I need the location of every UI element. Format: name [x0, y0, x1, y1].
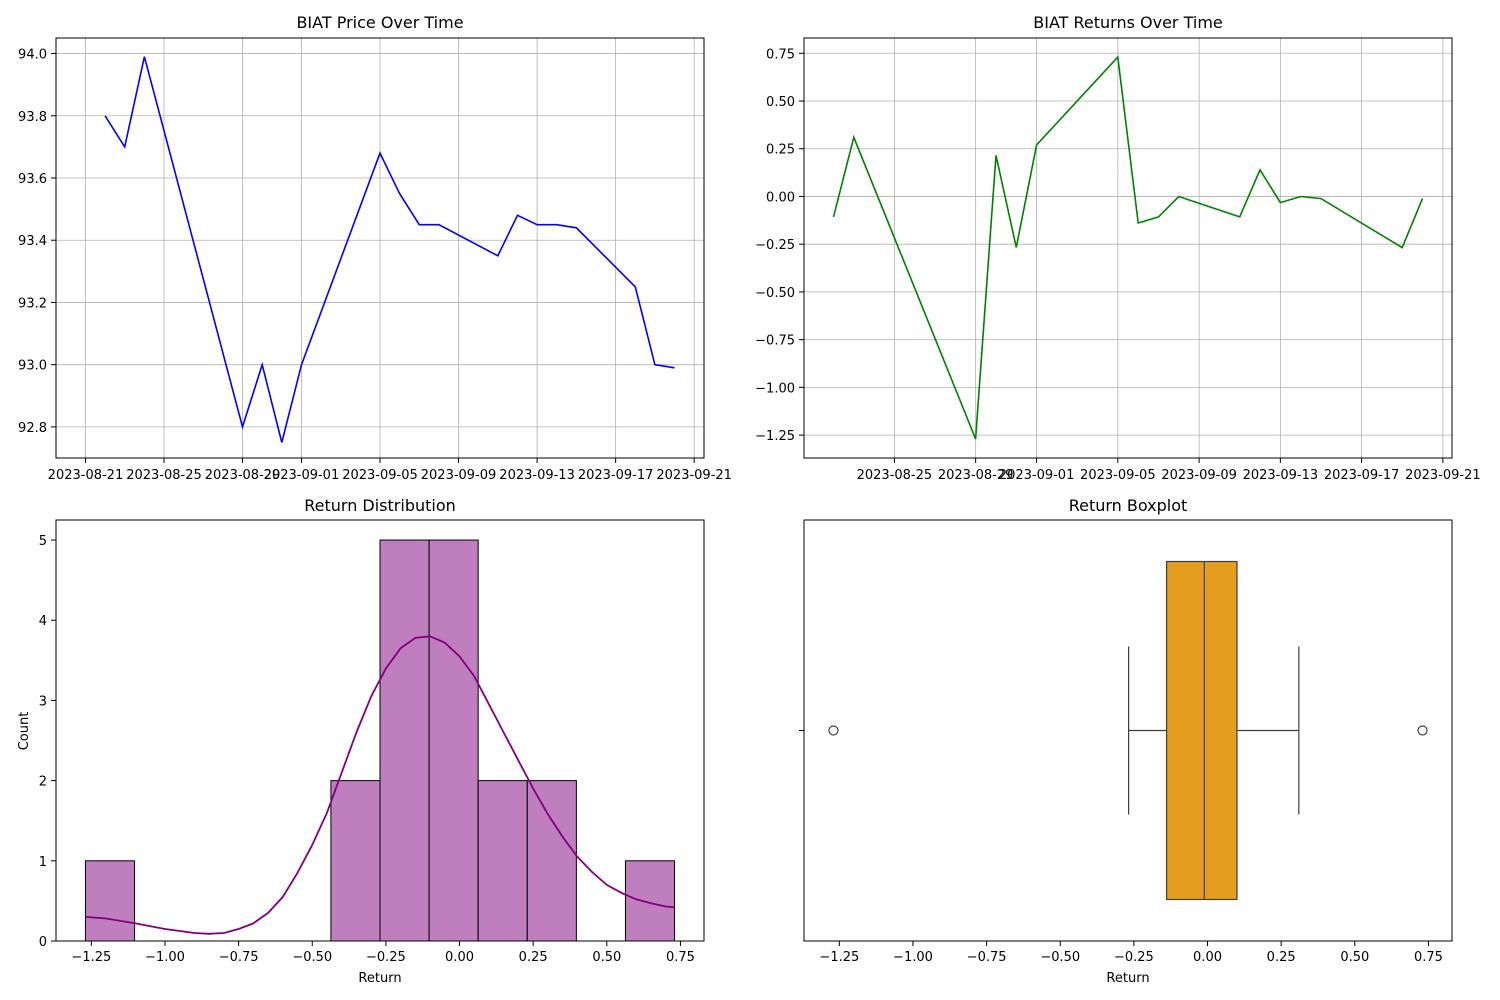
returns-xtick-label: 2023-08-29: [938, 468, 1014, 483]
returns-xtick-label: 2023-09-01: [999, 468, 1075, 483]
histogram-xtick-label: −0.50: [292, 950, 332, 965]
returns-chart-title: BIAT Returns Over Time: [1033, 13, 1223, 32]
price-xtick-label: 2023-08-21: [48, 468, 124, 483]
returns-ytick-label: 0.25: [766, 143, 795, 158]
boxplot-title: Return Boxplot: [1069, 496, 1188, 515]
histogram-ytick-label: 5: [39, 534, 47, 549]
price-panel: 2023-08-21 2023-08-25 2023-08-292023-09-01…: [18, 13, 732, 483]
histogram-ylabel: Count: [17, 712, 32, 751]
histogram-ytick-label: 2: [39, 775, 47, 790]
price-ytick-label: 93.2: [18, 296, 47, 311]
histogram-bar: [84, 860, 136, 942]
histogram-xlabel: Return: [358, 971, 401, 986]
boxplot-xtick-label: −1.25: [819, 950, 859, 965]
returns-ytick-label: −1.00: [755, 381, 795, 396]
histogram-xtick-label: 0.75: [666, 950, 695, 965]
price-xtick-label: 2023-09-09: [421, 468, 497, 483]
histogram-bar: [379, 539, 430, 942]
price-ytick-label: 94.0: [18, 48, 47, 63]
boxplot-xtick-label: 0.75: [1414, 950, 1443, 965]
histogram-xtick-label: 0.25: [519, 950, 548, 965]
returns-ytick-label: −0.75: [755, 334, 795, 349]
price-xtick-label: 2023-09-05: [342, 468, 418, 483]
price-ytick-label: 93.4: [18, 234, 47, 249]
returns-xtick-label: 2023-09-13: [1243, 468, 1319, 483]
returns-xtick-label: 2023-09-17: [1324, 468, 1400, 483]
returns-ytick-label: 0.75: [766, 47, 795, 62]
histogram-ytick-label: 4: [39, 614, 47, 629]
histogram-xtick-label: 0.50: [592, 950, 621, 965]
histogram-xtick-label: −0.75: [219, 950, 259, 965]
price-line: [104, 56, 675, 443]
histogram-bar: [477, 780, 528, 942]
returns-xtick-label: 2023-09-05: [1080, 468, 1156, 483]
returns-xtick-label: 2023-09-21: [1405, 468, 1481, 483]
histogram-bar: [624, 860, 676, 942]
boxplot-xtick-label: 0.50: [1340, 950, 1369, 965]
boxplot-outlier: [1417, 725, 1428, 736]
returns-ytick-label: −0.50: [755, 286, 795, 301]
price-ytick-label: 93.6: [18, 172, 47, 187]
returns-ytick-label: 0.50: [766, 95, 795, 110]
boxplot-xlabel: Return: [1106, 971, 1149, 986]
returns-xtick-label: 2023-09-09: [1161, 468, 1237, 483]
price-ytick-label: 93.8: [18, 110, 47, 125]
price-xtick-label: 2023-09-01: [264, 468, 340, 483]
returns-ytick-label: −0.25: [755, 238, 795, 253]
returns-axes-frame: [803, 37, 1453, 459]
histogram-bar: [428, 539, 479, 942]
returns-line: [832, 55, 1424, 440]
price-ytick-label: 92.8: [18, 421, 47, 436]
kde-curve: [85, 635, 675, 935]
price-xtick-label: 2023-09-17: [578, 468, 654, 483]
returns-ytick-label: 0.00: [766, 190, 795, 205]
price-xtick-label: 2023-09-21: [656, 468, 732, 483]
returns-xtick-label: 2023-08-25: [857, 468, 933, 483]
histogram-xtick-label: 0.00: [445, 950, 474, 965]
price-xtick-label: 2023-08-25: [126, 468, 202, 483]
histogram-panel: −1.25 −1.00 −0.75 −0.50 −0.25 0.00 0.25 0.50 0.7…: [17, 496, 705, 986]
price-chart-title: BIAT Price Over Time: [296, 13, 463, 32]
histogram-bar: [330, 780, 381, 942]
price-xtick-label: 2023-09-13: [499, 468, 575, 483]
returns-ytick-label: −1.25: [755, 429, 795, 444]
boxplot-box: [1165, 560, 1238, 901]
histogram-xtick-label: −1.00: [145, 950, 185, 965]
histogram-ytick-label: 1: [39, 855, 47, 870]
boxplot-xtick-label: 0.25: [1267, 950, 1296, 965]
histogram-xtick-label: −0.25: [366, 950, 406, 965]
boxplot-xtick-label: −0.25: [1114, 950, 1154, 965]
boxplot-xtick-label: −1.00: [893, 950, 933, 965]
boxplot-panel: −1.25 −1.00 −0.75 −0.50 −0.25 0.00 0.25 0.50 0.7…: [799, 496, 1453, 986]
histogram-xtick-label: −1.25: [71, 950, 111, 965]
histogram-title: Return Distribution: [304, 496, 456, 515]
price-xtick-label: 2023-08-29: [205, 468, 281, 483]
boxplot-xtick-label: −0.75: [967, 950, 1007, 965]
boxplot-outlier: [828, 725, 839, 736]
histogram-axes-frame: [55, 519, 705, 942]
histogram-bar: [526, 780, 577, 942]
histogram-ytick-label: 0: [39, 935, 47, 950]
boxplot-xtick-label: −0.50: [1040, 950, 1080, 965]
boxplot-xtick-label: 0.00: [1193, 950, 1222, 965]
histogram-ytick-label: 3: [39, 694, 47, 709]
price-ytick-label: 93.0: [18, 359, 47, 374]
